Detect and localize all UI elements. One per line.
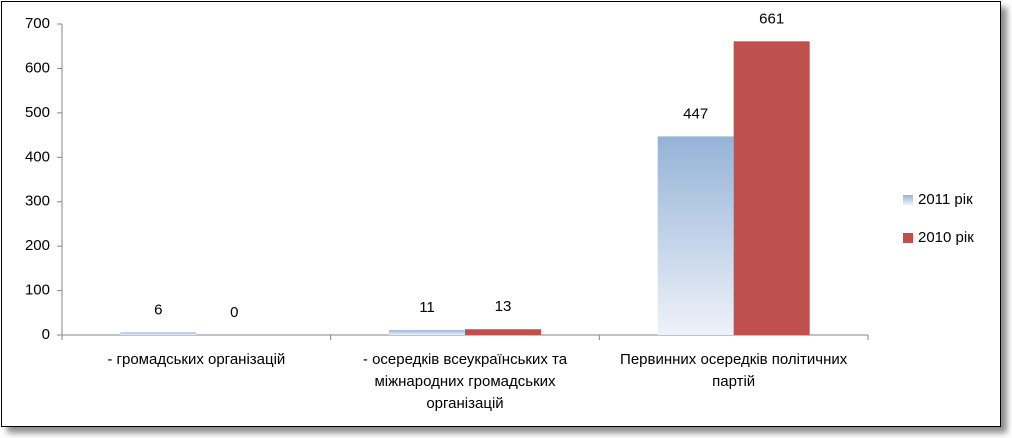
legend-swatch [903,233,913,243]
y-tick-label: 400 [25,148,50,165]
legend-label: 2010 рік [918,229,974,246]
y-tick-label: 100 [25,282,50,299]
value-label: 661 [759,10,784,27]
legend-swatch [903,195,913,205]
y-tick-label: 500 [25,104,50,121]
value-label: 6 [154,301,162,318]
y-tick-label: 300 [25,193,50,210]
y-tick-label: 600 [25,59,50,76]
y-tick-label: 700 [25,15,50,32]
value-label: 11 [419,299,435,316]
value-label: 447 [683,105,708,122]
bar [120,332,197,335]
x-tick-label: Первинних осередків політичних партій [620,351,848,390]
value-label: 13 [495,298,512,315]
bar [389,330,465,335]
chart-frame [1,1,1001,427]
bar [657,136,734,335]
x-tick-label: - осередків всеукраїнських та міжнародни… [362,351,568,412]
y-tick-label: 0 [42,326,50,343]
x-tick-label: - громадських організацій [107,351,286,368]
value-label: 0 [230,304,238,321]
y-tick-label: 200 [25,237,50,254]
legend-label: 2011 рік [918,191,973,208]
bar [733,41,810,335]
bar [465,329,541,335]
